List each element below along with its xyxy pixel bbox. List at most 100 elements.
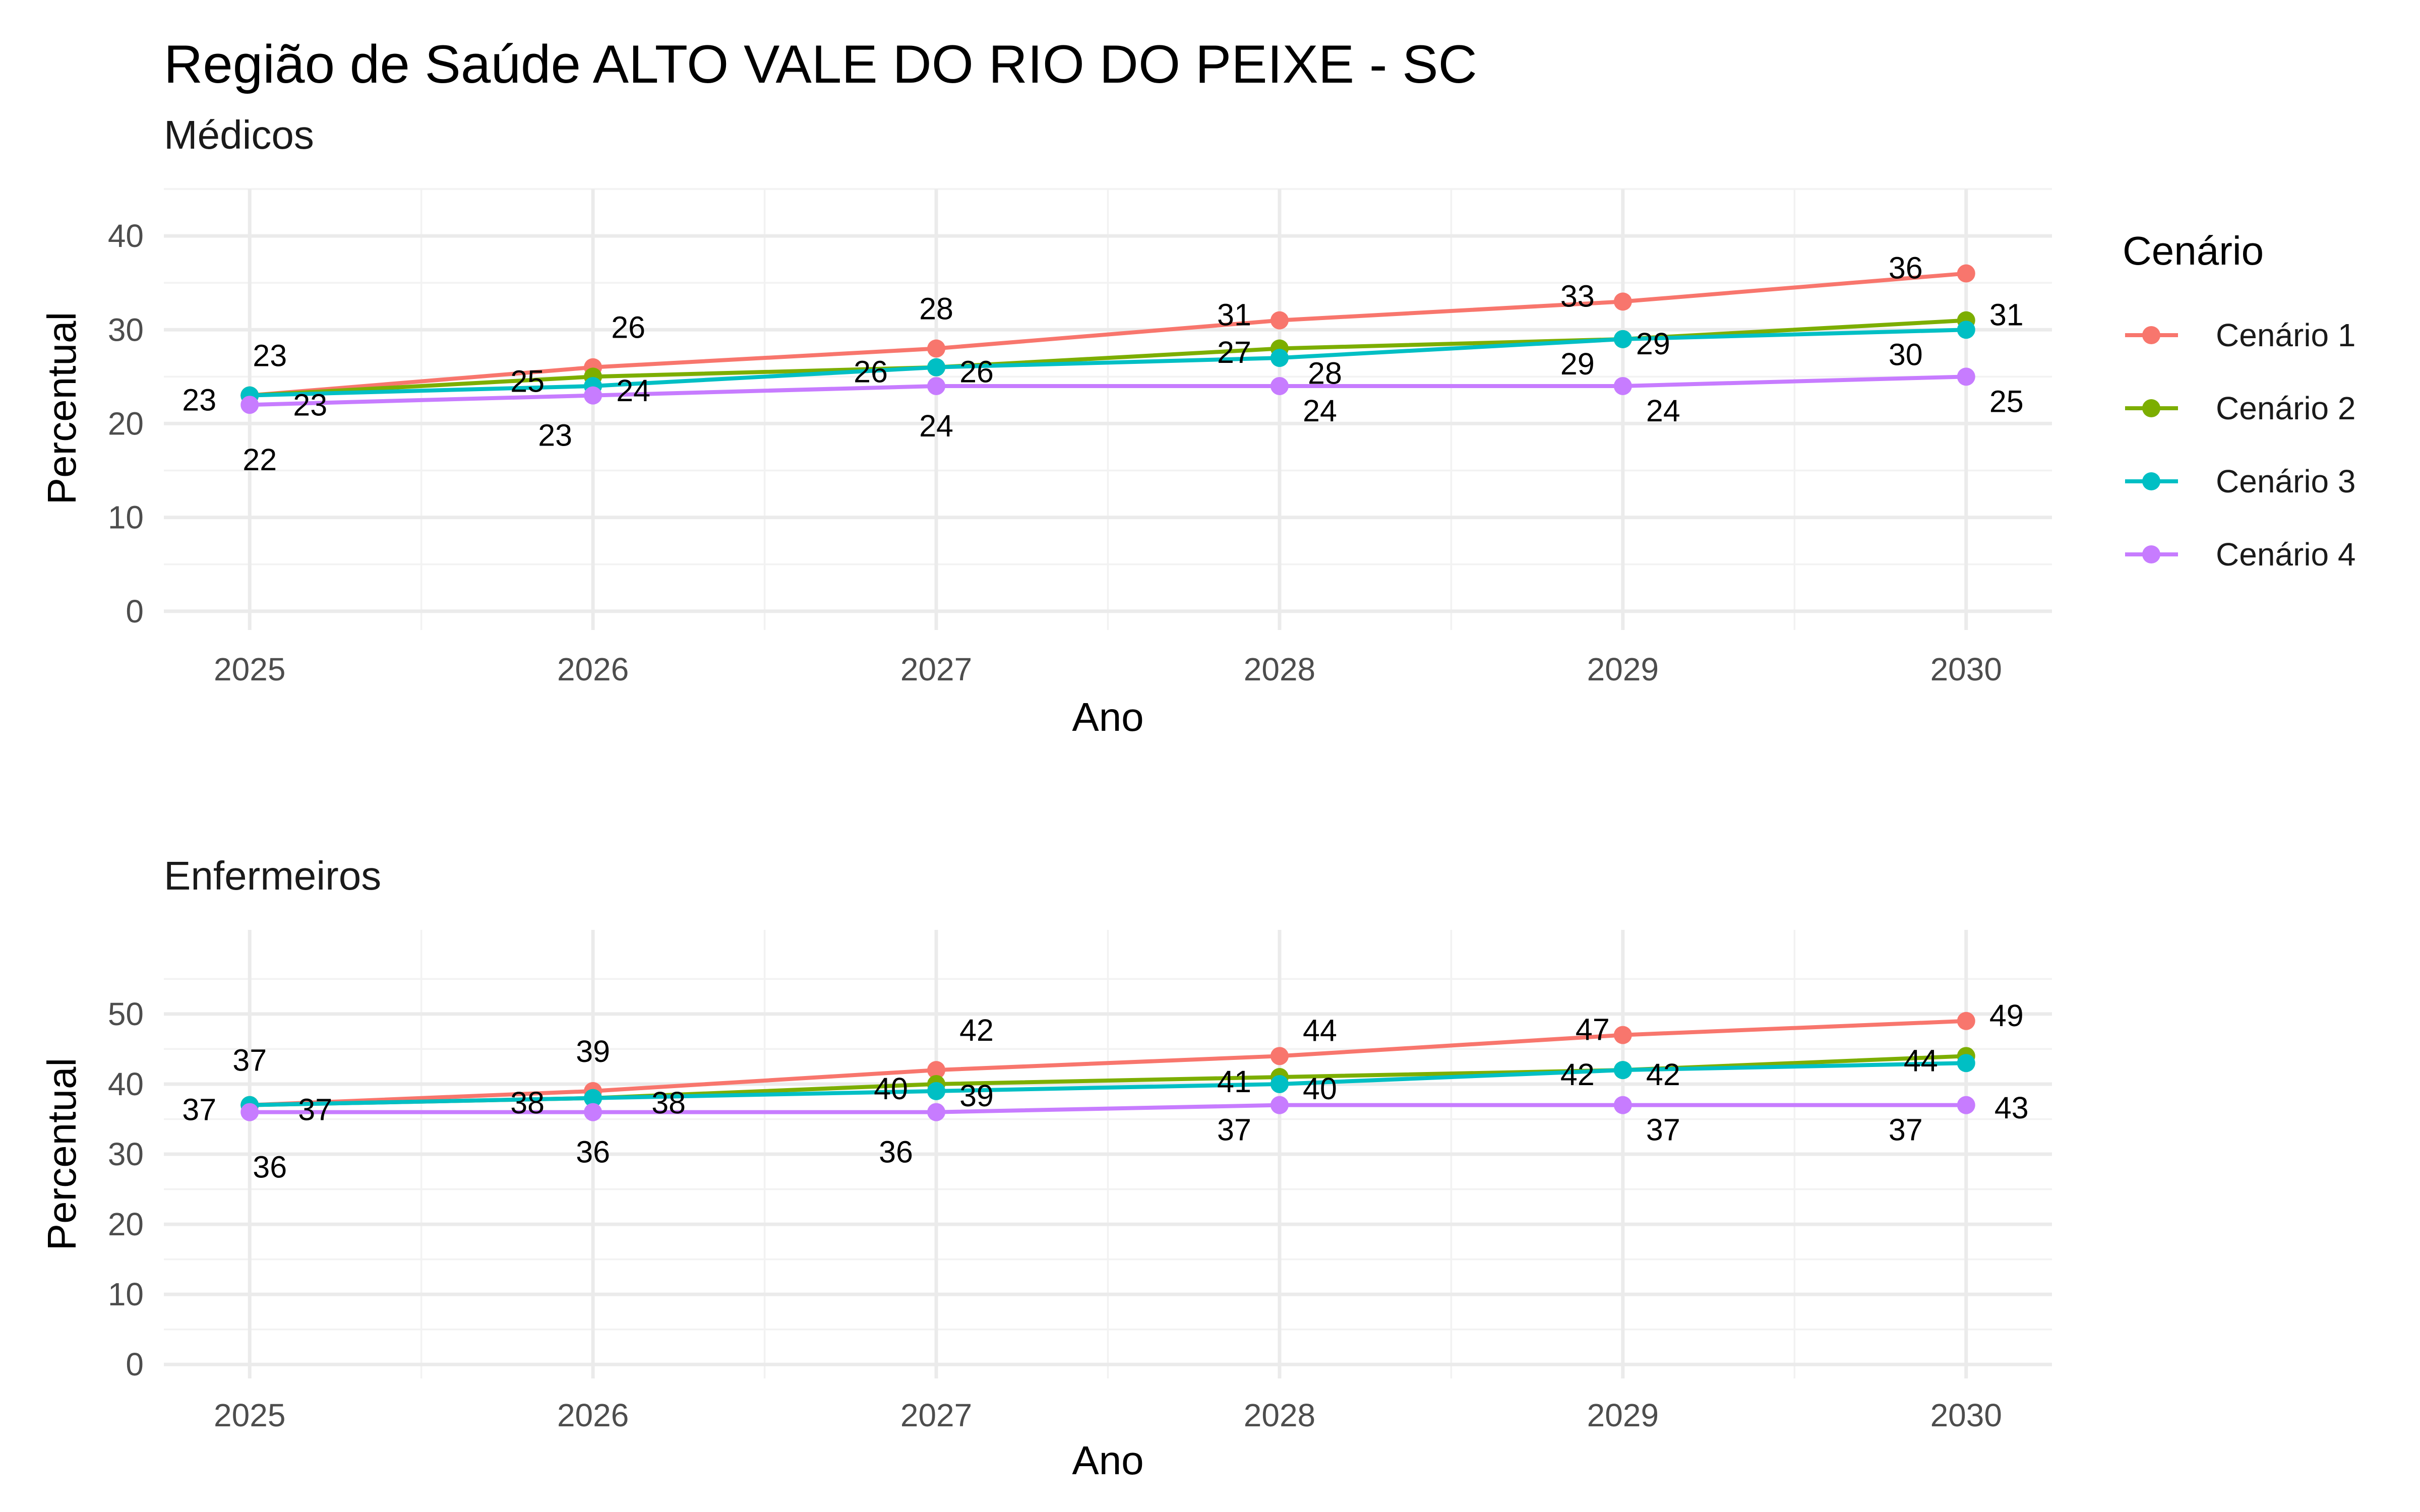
data-label: 42 bbox=[1646, 1057, 1680, 1092]
data-label: 33 bbox=[1560, 279, 1595, 313]
data-point bbox=[927, 376, 946, 395]
data-label: 49 bbox=[1989, 998, 2024, 1033]
data-label: 29 bbox=[1560, 347, 1595, 381]
data-point bbox=[927, 339, 946, 358]
data-label: 23 bbox=[182, 383, 216, 417]
y-tick-label: 40 bbox=[108, 218, 144, 254]
legend-item: Cenário 4 bbox=[2125, 536, 2356, 573]
data-label: 23 bbox=[538, 418, 572, 453]
data-label: 27 bbox=[1217, 335, 1251, 369]
series-line bbox=[250, 1103, 1966, 1114]
y-tick-label: 20 bbox=[108, 405, 144, 442]
series-line bbox=[250, 1019, 1966, 1107]
data-point bbox=[1613, 330, 1632, 348]
data-point bbox=[1613, 1096, 1632, 1114]
data-label: 36 bbox=[879, 1135, 913, 1169]
data-label: 24 bbox=[919, 409, 953, 443]
legend: Cenário Cenário 1 Cenário 2 Cenário 3 Cenári… bbox=[2123, 228, 2356, 573]
data-label: 25 bbox=[510, 364, 544, 398]
legend-key-point bbox=[2142, 399, 2160, 417]
data-label: 47 bbox=[1576, 1013, 1610, 1047]
data-point bbox=[1270, 376, 1289, 395]
data-point bbox=[1957, 321, 1975, 339]
data-label: 37 bbox=[1646, 1113, 1680, 1147]
panel-subtitle: Médicos bbox=[164, 112, 314, 157]
data-point bbox=[1270, 1075, 1289, 1093]
data-label: 43 bbox=[1994, 1091, 2029, 1125]
data-label: 37 bbox=[1889, 1113, 1923, 1147]
data-label: 24 bbox=[616, 373, 650, 408]
data-point bbox=[240, 396, 259, 414]
data-point bbox=[1270, 1047, 1289, 1065]
y-tick-label: 30 bbox=[108, 311, 144, 348]
series-line bbox=[249, 271, 1967, 398]
data-label: 26 bbox=[611, 310, 645, 345]
panel-subtitle: Enfermeiros bbox=[164, 853, 381, 898]
data-label: 36 bbox=[1889, 251, 1923, 285]
x-tick-label: 2025 bbox=[214, 651, 285, 687]
data-label: 26 bbox=[959, 355, 994, 389]
data-label: 42 bbox=[1560, 1057, 1595, 1092]
data-label: 24 bbox=[1303, 394, 1337, 428]
legend-key-point bbox=[2142, 326, 2160, 344]
x-tick-label: 2030 bbox=[1930, 1397, 2002, 1433]
data-label: 26 bbox=[854, 355, 888, 389]
data-label: 42 bbox=[959, 1013, 994, 1047]
data-label: 23 bbox=[293, 388, 327, 422]
data-point bbox=[584, 1103, 602, 1121]
data-label: 23 bbox=[253, 339, 287, 373]
data-label: 39 bbox=[576, 1034, 610, 1068]
legend-item: Cenário 2 bbox=[2125, 390, 2356, 426]
legend-label: Cenário 1 bbox=[2216, 317, 2356, 353]
data-point bbox=[1957, 264, 1975, 283]
data-label: 38 bbox=[510, 1086, 544, 1120]
y-tick-label: 50 bbox=[108, 996, 144, 1032]
data-label: 31 bbox=[1989, 298, 2024, 332]
legend-key-point bbox=[2142, 545, 2160, 563]
x-tick-label: 2026 bbox=[557, 1397, 629, 1433]
y-tick-label: 30 bbox=[108, 1136, 144, 1172]
x-tick-label: 2030 bbox=[1930, 651, 2002, 687]
y-tick-label: 10 bbox=[108, 1276, 144, 1312]
x-tick-label: 2027 bbox=[900, 1397, 972, 1433]
data-label: 37 bbox=[1217, 1113, 1251, 1147]
data-point bbox=[1270, 311, 1289, 330]
x-tick-label: 2028 bbox=[1244, 1397, 1315, 1433]
data-label: 40 bbox=[1303, 1072, 1337, 1106]
data-label: 36 bbox=[253, 1150, 287, 1184]
y-tick-label: 10 bbox=[108, 499, 144, 536]
data-point bbox=[584, 386, 602, 405]
x-tick-label: 2029 bbox=[1587, 1397, 1659, 1433]
data-point bbox=[1613, 1061, 1632, 1080]
data-point bbox=[927, 1103, 946, 1121]
data-point bbox=[1957, 1012, 1975, 1030]
series-line bbox=[250, 328, 1966, 398]
data-point bbox=[1270, 349, 1289, 367]
data-point bbox=[240, 1103, 259, 1121]
data-label: 36 bbox=[576, 1135, 610, 1169]
data-point bbox=[1613, 1026, 1632, 1044]
data-point bbox=[1270, 1096, 1289, 1114]
x-axis-title: Ano bbox=[1072, 1438, 1143, 1483]
x-tick-label: 2028 bbox=[1244, 651, 1315, 687]
data-label: 28 bbox=[1308, 356, 1342, 390]
series-line bbox=[250, 374, 1966, 407]
x-tick-label: 2025 bbox=[214, 1397, 285, 1433]
data-label: 44 bbox=[1904, 1043, 1938, 1078]
data-label: 37 bbox=[232, 1043, 267, 1078]
series-4 bbox=[240, 367, 1975, 414]
legend-item: Cenário 1 bbox=[2125, 317, 2356, 353]
data-label: 40 bbox=[874, 1072, 908, 1106]
legend-label: Cenário 2 bbox=[2216, 390, 2356, 426]
data-label: 37 bbox=[182, 1093, 216, 1127]
data-point bbox=[927, 1082, 946, 1100]
data-label: 44 bbox=[1303, 1013, 1337, 1047]
data-point bbox=[927, 1061, 946, 1080]
data-point bbox=[927, 358, 946, 376]
data-label: 30 bbox=[1889, 337, 1923, 371]
series-line bbox=[250, 1061, 1966, 1107]
data-label: 31 bbox=[1217, 298, 1251, 332]
